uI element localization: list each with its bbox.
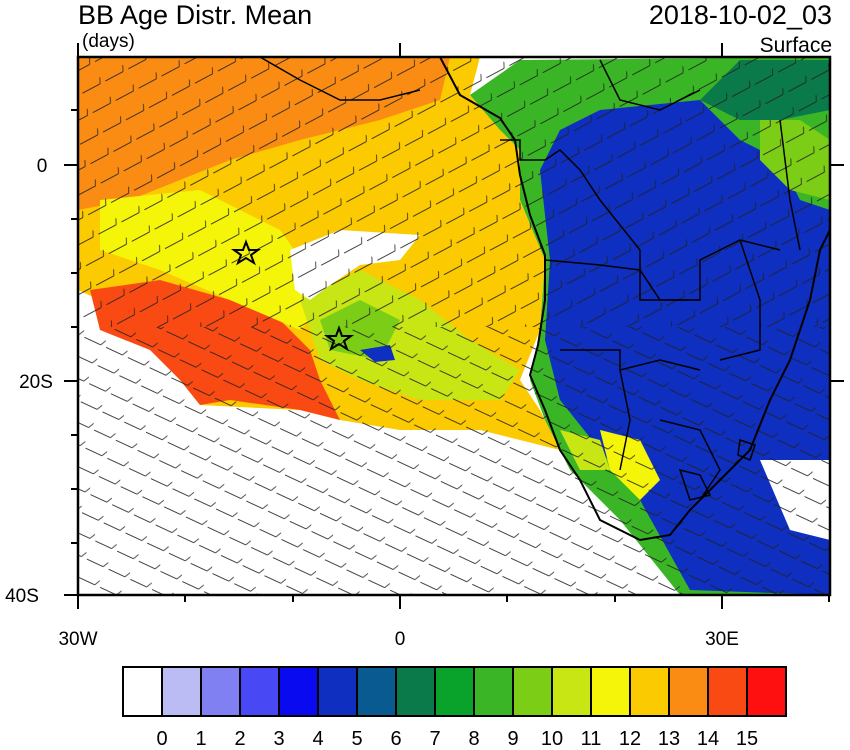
colorbar-label: 4 bbox=[312, 728, 323, 750]
colorbar-swatch bbox=[239, 666, 280, 717]
country-borders bbox=[259, 57, 801, 501]
colorbar-swatch bbox=[200, 666, 241, 717]
colorbar-label: 7 bbox=[429, 728, 440, 750]
colorbar-label: 6 bbox=[390, 728, 401, 750]
colorbar-label: 8 bbox=[468, 728, 479, 750]
plot-title: BB Age Distr. Mean bbox=[78, 0, 313, 30]
colorbar-label: 15 bbox=[736, 728, 758, 750]
colorbar: 0 1 2 3 4 5 6 7 8 9 10 11 12 13 14 15 bbox=[122, 666, 787, 750]
axis-ticks bbox=[64, 43, 844, 609]
colorbar-label: 10 bbox=[541, 728, 563, 750]
colorbar-label: 3 bbox=[273, 728, 284, 750]
colorbar-label: 12 bbox=[619, 728, 641, 750]
colorbar-swatch bbox=[473, 666, 514, 717]
lat-label-40s: 40S bbox=[5, 586, 39, 607]
datetime-label: 2018-10-02_03 bbox=[648, 0, 832, 30]
lon-label-0: 0 bbox=[395, 629, 406, 650]
colorbar-swatch bbox=[590, 666, 631, 717]
colorbar-swatch bbox=[551, 666, 592, 717]
colorbar-swatch bbox=[668, 666, 709, 717]
lon-label-30w: 30W bbox=[58, 629, 97, 650]
colorbar-label: 5 bbox=[351, 728, 362, 750]
map-panel bbox=[78, 57, 830, 595]
lat-label-20s: 20S bbox=[19, 372, 53, 393]
wind-barbs-north bbox=[78, 57, 830, 327]
colorbar-label: 11 bbox=[581, 728, 602, 750]
colorbar-swatch bbox=[356, 666, 397, 717]
colorbar-label: 1 bbox=[195, 728, 206, 750]
colorbar-label: 0 bbox=[156, 728, 167, 750]
colorbar-swatch bbox=[707, 666, 748, 717]
colorbar-swatch bbox=[278, 666, 319, 717]
colorbar-swatch bbox=[395, 666, 436, 717]
colorbar-swatch bbox=[629, 666, 670, 717]
colorbar-swatch bbox=[746, 666, 787, 717]
lon-label-30e: 30E bbox=[705, 629, 739, 650]
colorbar-label: 9 bbox=[507, 728, 518, 750]
wind-barbs-south bbox=[78, 327, 830, 595]
colorbar-swatch bbox=[122, 666, 163, 717]
lat-label-0: 0 bbox=[37, 156, 48, 177]
coastline bbox=[439, 57, 830, 542]
marker-star-2 bbox=[323, 325, 355, 352]
level-label: Surface bbox=[759, 34, 832, 57]
colorbar-swatch bbox=[317, 666, 358, 717]
colorbar-swatch bbox=[161, 666, 202, 717]
colorbar-swatch bbox=[512, 666, 553, 717]
colorbar-swatch bbox=[434, 666, 475, 717]
marker-star-1 bbox=[230, 239, 262, 266]
units-label: (days) bbox=[82, 31, 135, 52]
colorbar-label: 14 bbox=[697, 728, 719, 750]
colorbar-label: 13 bbox=[658, 728, 680, 750]
colorbar-label: 2 bbox=[234, 728, 245, 750]
